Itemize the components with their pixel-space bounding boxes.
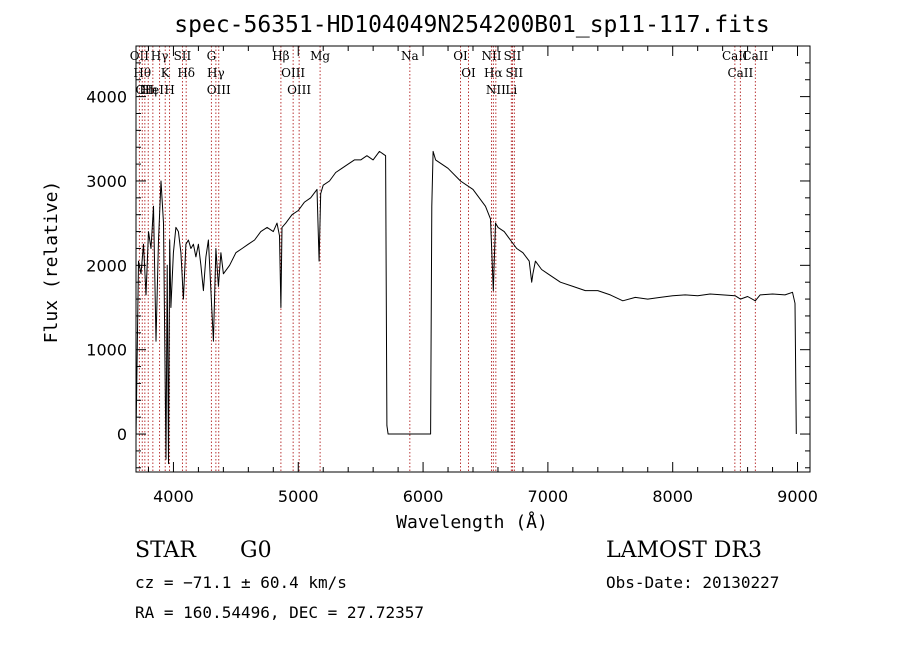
line-label-6: K (161, 66, 171, 80)
object-subclass: G0 (240, 538, 272, 563)
y-tick-label-1000: 1000 (86, 341, 127, 360)
line-label-18: OI (453, 49, 468, 63)
chart-title: spec-56351-HD104049N254200B01_sp11-117.f… (174, 12, 769, 38)
observation-date: Obs-Date: 20130227 (606, 573, 780, 592)
x-tick-label-4000: 4000 (153, 487, 194, 506)
line-label-20: NII (481, 49, 501, 63)
x-tick-label-5000: 5000 (278, 487, 319, 506)
line-label-14: OIII (281, 66, 305, 80)
line-label-26: CaII (722, 49, 748, 63)
line-label-0: OII (130, 49, 150, 63)
y-tick-label-4000: 4000 (86, 88, 127, 107)
y-tick-label-3000: 3000 (86, 172, 127, 191)
line-label-21: Hα (484, 66, 503, 80)
y-axis-label: Flux (relative) (41, 181, 62, 344)
line-label-22: NII (486, 83, 506, 97)
line-label-1: Hθ (133, 66, 151, 80)
x-tick-label-9000: 9000 (777, 487, 818, 506)
y-tick-label-0: 0 (117, 425, 127, 444)
line-label-12: OIII (207, 83, 231, 97)
line-label-4: HeI (142, 83, 165, 97)
y-axis-ticks: 0 1000 2000 3000 4000 (86, 45, 810, 469)
line-label-11: Hγ (207, 66, 225, 80)
line-label-13: Hβ (272, 49, 289, 63)
x-tick-label-7000: 7000 (528, 487, 569, 506)
line-label-8: SII (174, 49, 192, 63)
y-tick-label-2000: 2000 (86, 256, 127, 275)
plot-area (135, 150, 797, 465)
redshift-readout: cz = −71.1 ± 60.4 km/s (135, 573, 347, 592)
x-axis-ticks: 4000 5000 6000 7000 8000 9000 (147, 46, 818, 506)
line-label-5: Hγ (151, 49, 169, 63)
line-label-10: G (207, 49, 217, 63)
line-label-28: CaII (742, 49, 768, 63)
line-label-15: OIII (287, 83, 311, 97)
plot-frame (135, 45, 811, 473)
x-axis-label: Wavelength (Å) (396, 511, 548, 533)
line-label-2: CII (136, 83, 155, 97)
line-label-27: CaII (727, 66, 753, 80)
survey-name: LAMOST DR3 (606, 538, 762, 563)
coordinates-readout: RA = 160.54496, DEC = 27.72357 (135, 603, 424, 622)
x-tick-label-6000: 6000 (403, 487, 444, 506)
line-label-17: Na (401, 49, 419, 63)
line-label-25: SII (505, 66, 523, 80)
x-tick-label-8000: 8000 (652, 487, 693, 506)
line-label-19: OI (461, 66, 476, 80)
line-label-24: SII (504, 49, 522, 63)
line-label-23: Li (505, 83, 517, 97)
line-label-9: Hδ (177, 66, 195, 80)
line-label-3: Hη (139, 83, 157, 97)
object-class: STAR (135, 538, 196, 563)
line-label-16: Mg (310, 49, 330, 63)
spectrum-series-0 (135, 150, 797, 465)
line-label-7: H (164, 83, 174, 97)
